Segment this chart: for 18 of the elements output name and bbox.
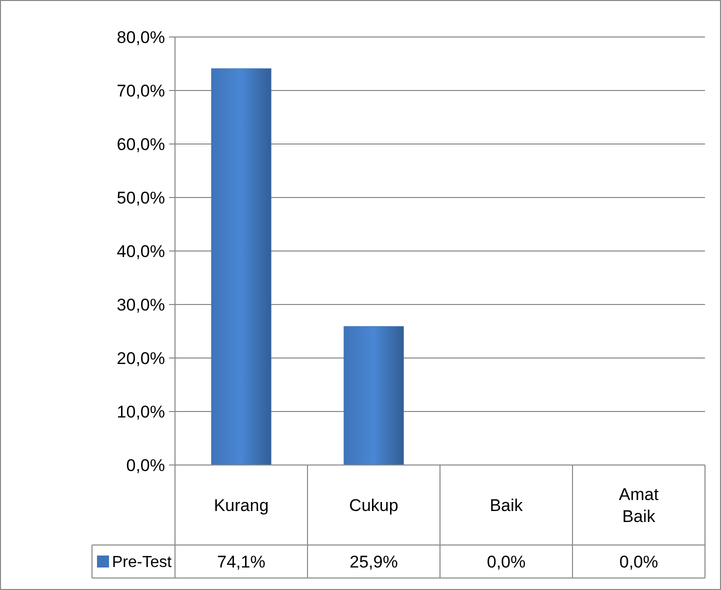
legend-label: Pre-Test bbox=[112, 554, 172, 572]
x-tick-label: Cukup bbox=[349, 496, 398, 515]
y-tick-label: 30,0% bbox=[116, 295, 165, 314]
data-label: 0,0% bbox=[619, 552, 658, 572]
x-tick-label: Kurang bbox=[214, 496, 269, 515]
y-tick-label: 40,0% bbox=[116, 242, 165, 261]
data-label: 25,9% bbox=[350, 552, 398, 572]
data-label: 0,0% bbox=[486, 552, 526, 572]
y-tick-label: 0,0% bbox=[126, 456, 165, 475]
x-tick-label: Baik bbox=[490, 496, 524, 515]
y-tick-label: 80,0% bbox=[116, 28, 165, 47]
y-tick-label: 20,0% bbox=[116, 348, 165, 368]
x-tick-label: Amat Baik bbox=[618, 484, 659, 526]
data-label: 74,1% bbox=[217, 552, 266, 572]
y-tick-label: 10,0% bbox=[116, 402, 165, 422]
y-tick-label: 60,0% bbox=[116, 134, 165, 154]
y-tick-label: 50,0% bbox=[116, 188, 165, 208]
y-tick-label: 70,0% bbox=[116, 81, 165, 100]
